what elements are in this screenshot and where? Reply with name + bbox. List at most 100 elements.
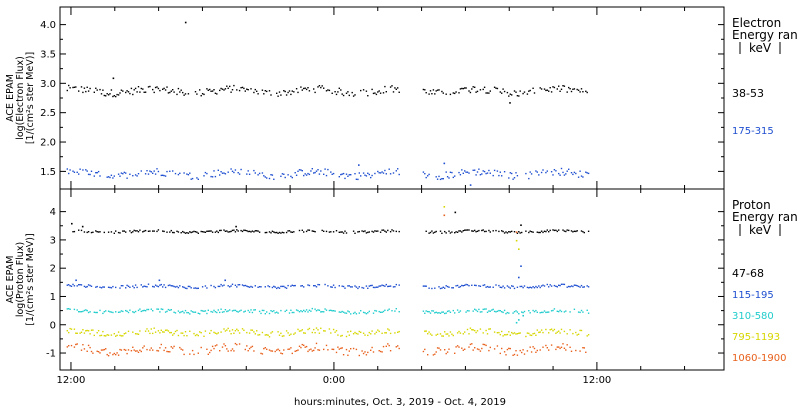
data-point	[113, 95, 115, 97]
data-point	[317, 349, 319, 351]
data-point	[562, 85, 564, 87]
data-point	[86, 309, 88, 312]
data-point	[250, 88, 252, 90]
data-point	[439, 287, 442, 290]
series-310-580	[66, 307, 590, 324]
data-point	[342, 94, 345, 97]
data-point	[247, 230, 249, 233]
data-point	[338, 311, 340, 313]
data-point	[324, 308, 326, 310]
data-point	[398, 311, 400, 313]
data-point	[475, 231, 477, 233]
data-point	[109, 352, 111, 354]
data-point	[350, 348, 352, 350]
data-point	[162, 331, 164, 333]
data-point	[438, 347, 440, 349]
data-point	[227, 310, 229, 312]
data-point	[234, 342, 237, 345]
data-point	[466, 171, 469, 173]
data-point	[482, 88, 484, 91]
data-point	[327, 168, 329, 171]
data-point	[126, 352, 128, 355]
data-point	[182, 230, 184, 233]
data-point	[338, 348, 340, 350]
data-point	[449, 232, 452, 234]
data-point	[278, 231, 281, 234]
data-point	[144, 330, 147, 332]
data-point	[66, 330, 68, 332]
data-point	[585, 351, 587, 353]
outlier-point	[518, 248, 520, 250]
data-point	[325, 344, 328, 347]
data-point	[439, 230, 442, 232]
data-point	[570, 350, 573, 352]
data-point	[549, 284, 551, 286]
data-point	[331, 173, 333, 175]
data-point	[558, 310, 560, 313]
data-point	[379, 172, 382, 174]
data-point	[241, 86, 244, 89]
data-point	[515, 350, 517, 352]
data-point	[159, 347, 161, 349]
data-point	[273, 310, 275, 312]
data-point	[260, 286, 262, 288]
data-point	[341, 334, 343, 337]
data-point	[586, 335, 588, 337]
data-point	[83, 348, 86, 350]
data-point	[313, 285, 315, 287]
data-point	[196, 177, 198, 179]
data-point	[152, 332, 154, 335]
data-point	[563, 330, 566, 333]
data-point	[203, 93, 205, 96]
data-point	[87, 90, 90, 92]
data-point	[315, 310, 318, 312]
data-point	[298, 330, 301, 332]
data-point	[107, 231, 110, 233]
data-point	[308, 90, 311, 92]
data-point	[506, 311, 509, 314]
data-point	[86, 170, 88, 172]
data-point	[313, 88, 315, 90]
data-point	[169, 309, 171, 311]
data-point	[555, 170, 557, 172]
data-point	[335, 93, 338, 96]
data-point	[314, 285, 316, 287]
data-point	[102, 89, 104, 91]
data-point	[441, 311, 443, 313]
data-point	[284, 310, 286, 313]
data-point	[372, 286, 375, 289]
data-point	[449, 171, 452, 173]
data-point	[474, 169, 476, 171]
data-point	[250, 329, 252, 331]
series-115-195	[66, 265, 590, 290]
data-point	[96, 231, 98, 233]
data-point	[153, 91, 155, 94]
data-point	[434, 231, 436, 233]
data-point	[137, 86, 140, 88]
data-point	[585, 171, 587, 173]
outlier-point	[71, 222, 73, 225]
data-point	[172, 170, 174, 172]
data-point	[300, 310, 302, 312]
data-point	[452, 309, 454, 312]
data-point	[384, 332, 386, 334]
data-point	[87, 311, 90, 314]
data-point	[143, 91, 145, 93]
data-point	[432, 354, 435, 356]
data-point	[119, 232, 121, 234]
data-point	[364, 230, 366, 232]
data-point	[362, 352, 365, 355]
data-point	[516, 311, 519, 313]
data-point	[197, 287, 199, 289]
data-point	[320, 86, 322, 89]
data-point	[132, 331, 134, 333]
series-795-1193	[66, 206, 590, 338]
data-point	[285, 309, 288, 311]
data-point	[221, 285, 224, 287]
data-point	[459, 88, 462, 90]
data-point	[85, 90, 87, 93]
data-point	[76, 285, 78, 287]
data-point	[99, 88, 101, 91]
data-point	[240, 87, 242, 89]
